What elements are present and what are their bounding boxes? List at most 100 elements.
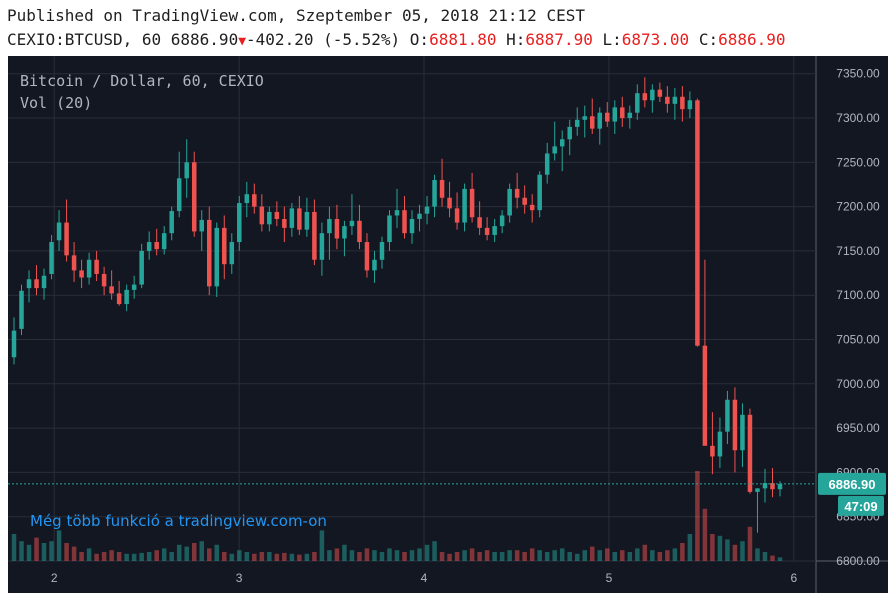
candle-body: [139, 250, 144, 285]
time-tick-label: 5: [606, 571, 613, 585]
candle-body: [469, 188, 475, 218]
volume-bar: [372, 550, 377, 561]
candle-body: [597, 112, 603, 129]
candle-body: [237, 203, 242, 243]
price-tick-label: 7050.00: [836, 333, 880, 347]
candle-body: [417, 213, 422, 220]
candle-body: [282, 219, 287, 228]
candle-body: [259, 206, 265, 225]
volume-bar: [620, 550, 625, 561]
candle-body: [387, 215, 392, 243]
watermark-link[interactable]: Még több funkció a tradingview.com-on: [30, 512, 327, 530]
candle-body: [657, 89, 663, 97]
volume-bar: [710, 534, 715, 561]
candle-body: [124, 289, 129, 305]
volume-bar: [191, 543, 197, 561]
volume-bar: [612, 552, 618, 561]
candle-body: [574, 119, 580, 127]
high-value: 6887.90: [525, 30, 593, 49]
volume-bar: [762, 552, 768, 561]
volume-bar: [574, 553, 580, 561]
volume-bar: [222, 552, 227, 561]
volume-bar: [229, 553, 235, 561]
volume-bar: [184, 546, 189, 561]
candle-body: [755, 488, 760, 492]
candle-body: [372, 259, 377, 271]
volume-bar: [342, 544, 347, 561]
candle-body: [770, 483, 775, 490]
candle-body: [214, 227, 220, 287]
volume-bar: [364, 548, 370, 561]
candle-body: [86, 259, 92, 278]
plot-area[interactable]: [8, 56, 816, 561]
volume-bar: [672, 548, 678, 561]
volume-bar: [537, 550, 542, 561]
volume-bar: [439, 552, 445, 561]
price-tick-label: 7150.00: [836, 244, 880, 258]
volume-bar: [109, 550, 114, 561]
volume-bar: [86, 548, 92, 561]
time-tick-label: 6: [790, 571, 797, 585]
candle-body: [394, 210, 400, 216]
candle-body: [161, 233, 167, 250]
candle-body: [402, 210, 407, 234]
published-line: Published on TradingView.com, Szeptember…: [7, 6, 585, 25]
volume-bar: [590, 546, 595, 561]
candle-body: [319, 233, 325, 260]
price-tick-label: 7350.00: [836, 67, 880, 81]
volume-bar: [237, 550, 242, 561]
volume-bar: [544, 552, 550, 561]
volume-bar: [244, 552, 250, 561]
candle-body: [740, 414, 745, 451]
symbol-label: CEXIO:BTCUSD, 60: [7, 30, 162, 49]
candle-body: [79, 270, 84, 278]
candle-body: [19, 290, 24, 329]
volume-bar: [702, 508, 708, 561]
candle-body: [439, 180, 445, 198]
candle-body: [717, 431, 723, 457]
candle-body: [94, 259, 99, 274]
candle-body: [612, 107, 618, 122]
candle-body: [650, 89, 655, 101]
price-tick-label: 7250.00: [836, 155, 880, 169]
candle-body: [424, 206, 430, 214]
volume-bar: [34, 537, 39, 561]
candle-body: [116, 293, 122, 305]
candle-body: [537, 174, 542, 211]
volume-bar: [131, 553, 137, 561]
volume-bar: [214, 544, 220, 561]
volume-bar: [267, 552, 272, 561]
volume-bar: [402, 552, 407, 561]
price-tick-label: 7000.00: [836, 377, 880, 391]
price-chart[interactable]: 6800.006850.006900.006950.007000.007050.…: [0, 54, 896, 600]
candle-body: [642, 93, 648, 101]
down-triangle-icon: ▼: [238, 34, 247, 49]
volume-bar: [725, 539, 730, 561]
candle-body: [131, 284, 137, 290]
candle-body: [154, 242, 159, 250]
ohlc-line: CEXIO:BTCUSD, 60 6886.90▼-402.20 (-5.52%…: [7, 30, 786, 49]
volume-bar: [79, 552, 84, 561]
candle-body: [695, 100, 700, 346]
candle-body: [109, 286, 114, 294]
volume-bar: [447, 553, 452, 561]
volume-bar: [207, 548, 212, 561]
close-value: 6886.90: [718, 30, 786, 49]
volume-bar: [169, 552, 174, 561]
volume-bar: [424, 544, 430, 561]
time-axis[interactable]: [8, 561, 816, 593]
volume-bar: [417, 548, 422, 561]
volume-bar: [349, 550, 355, 561]
candle-body: [34, 279, 39, 289]
volume-bar: [199, 541, 204, 561]
candle-body: [499, 215, 505, 227]
candle-body: [507, 188, 512, 216]
candle-body: [146, 242, 152, 251]
open-value: 6881.80: [429, 30, 497, 49]
candle-body: [732, 399, 738, 451]
volume-bar: [289, 553, 295, 561]
countdown-text: 47:09: [844, 499, 877, 514]
volume-bar: [732, 544, 738, 561]
volume-bar: [552, 550, 557, 561]
volume-bar: [146, 552, 152, 561]
